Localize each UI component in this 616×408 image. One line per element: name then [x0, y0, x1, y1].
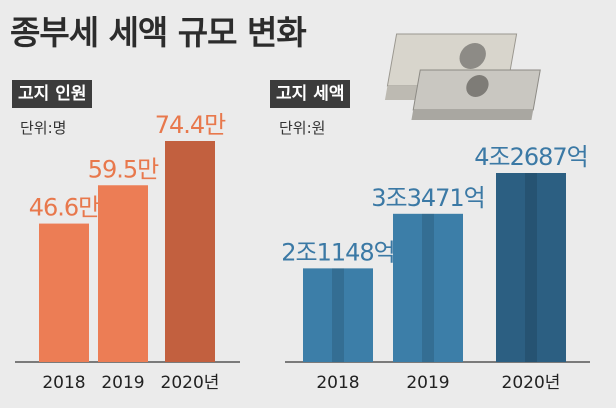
banknote-stack-icon — [378, 26, 568, 122]
bar-2019 — [393, 213, 463, 362]
bar-stripe — [422, 213, 434, 362]
bar-2020년 — [496, 173, 566, 362]
data-label: 59.5만 — [88, 155, 159, 183]
category-label: 2019 — [101, 373, 144, 393]
data-label: 74.4만 — [155, 111, 226, 139]
page-title: 종부세 세액 규모 변화 — [10, 13, 307, 52]
data-label: 3조3471억 — [371, 184, 485, 212]
unit-people: 단위:명 — [20, 119, 67, 137]
category-label: 2020년 — [161, 373, 220, 393]
panel-label-tax: 고지 세액 — [270, 80, 351, 108]
bar-2018 — [303, 268, 373, 362]
bar-2020년 — [165, 141, 215, 362]
category-label: 2018 — [42, 373, 85, 393]
unit-tax: 단위:원 — [279, 119, 326, 137]
category-label: 2018 — [316, 373, 359, 393]
data-label: 4조2687억 — [474, 143, 588, 171]
bar-2019 — [98, 185, 148, 362]
bar-2018 — [39, 223, 89, 362]
category-label: 2020년 — [502, 373, 561, 393]
category-label: 2019 — [406, 373, 449, 393]
bar-stripe — [332, 268, 344, 362]
panel-label-people: 고지 인원 — [12, 80, 93, 108]
bar-stripe — [525, 173, 537, 362]
data-label: 2조1148억 — [281, 238, 395, 266]
data-label: 46.6만 — [29, 194, 100, 222]
